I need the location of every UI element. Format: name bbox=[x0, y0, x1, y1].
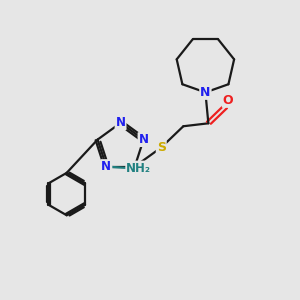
Text: N: N bbox=[101, 160, 111, 173]
Text: N: N bbox=[139, 133, 148, 146]
Text: N: N bbox=[116, 116, 126, 129]
Text: O: O bbox=[223, 94, 233, 107]
Text: NH₂: NH₂ bbox=[126, 162, 151, 175]
Text: N: N bbox=[200, 86, 211, 99]
Text: S: S bbox=[157, 141, 166, 154]
